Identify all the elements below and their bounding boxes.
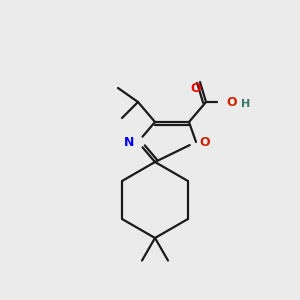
Text: H: H: [242, 99, 250, 109]
Text: O: O: [227, 95, 237, 109]
Text: O: O: [191, 82, 201, 95]
Text: N: N: [124, 136, 134, 148]
Text: O: O: [200, 136, 210, 148]
